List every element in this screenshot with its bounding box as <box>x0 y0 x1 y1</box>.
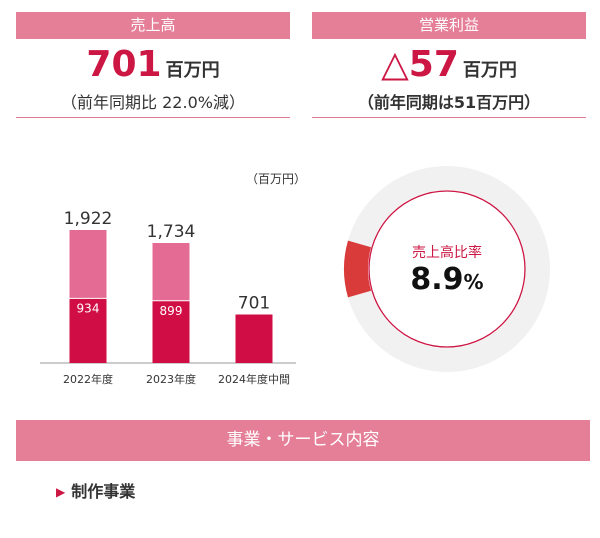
ratio-unit: % <box>463 270 484 294</box>
bar-upper-segment <box>69 230 107 299</box>
bar-lower-segment <box>152 300 190 363</box>
chart-unit-label: （百万円） <box>246 172 306 186</box>
bar-category-label: 2024年度中間 <box>218 372 290 386</box>
donut-inner-ring <box>368 190 526 348</box>
donut-ratio-slice <box>344 240 372 298</box>
ratio-donut <box>344 166 550 372</box>
bar-inner-label: 934 <box>77 301 100 315</box>
sales-value: 701 <box>86 44 162 85</box>
profit-prior-note: （前年同期は51百万円） <box>357 93 541 112</box>
bar-total-label: 1,734 <box>147 222 196 242</box>
sales-bar-chart: （百万円） 934 1,922 2022年度 899 1,734 2023年度 701 202… <box>40 172 306 386</box>
sales-kpi-card: 売上高 701 百万円 （前年同期比 22.0%減） <box>16 12 290 118</box>
sales-yoy-note: （前年同期比 22.0%減） <box>61 93 245 112</box>
profit-value-line: △57 百万円 <box>312 46 586 84</box>
business-section-header: 事業・サービス内容 <box>16 420 590 461</box>
business-item-label: 制作事業 <box>71 482 136 501</box>
bar-category-label: 2023年度 <box>146 372 196 386</box>
bars-layer: 934 1,922 2022年度 899 1,734 2023年度 701 2024年度中間 <box>63 209 290 386</box>
bar-inner-label: 899 <box>160 304 183 318</box>
profit-value: △57 <box>381 44 459 85</box>
profit-unit: 百万円 <box>462 60 517 81</box>
sales-value-line: 701 百万円 <box>16 46 290 84</box>
ratio-value-line: 8.9% <box>361 262 533 297</box>
bar-upper-segment <box>152 243 190 301</box>
ratio-value: 8.9 <box>410 262 464 297</box>
bar-lower-segment <box>69 298 107 363</box>
bar-category-label: 2022年度 <box>63 372 113 386</box>
triangle-bullet-icon: ▶ <box>56 485 66 499</box>
bar-total-label: 701 <box>238 293 270 313</box>
profit-header: 営業利益 <box>312 12 586 39</box>
ratio-label: 売上高比率 <box>412 245 482 261</box>
sales-header: 売上高 <box>16 12 290 39</box>
bar-segment <box>235 314 273 363</box>
business-item: ▶ 制作事業 <box>56 478 135 502</box>
sales-unit: 百万円 <box>165 60 220 81</box>
profit-kpi-card: 営業利益 △57 百万円 （前年同期は51百万円） <box>312 12 586 118</box>
bar-total-label: 1,922 <box>64 209 113 229</box>
